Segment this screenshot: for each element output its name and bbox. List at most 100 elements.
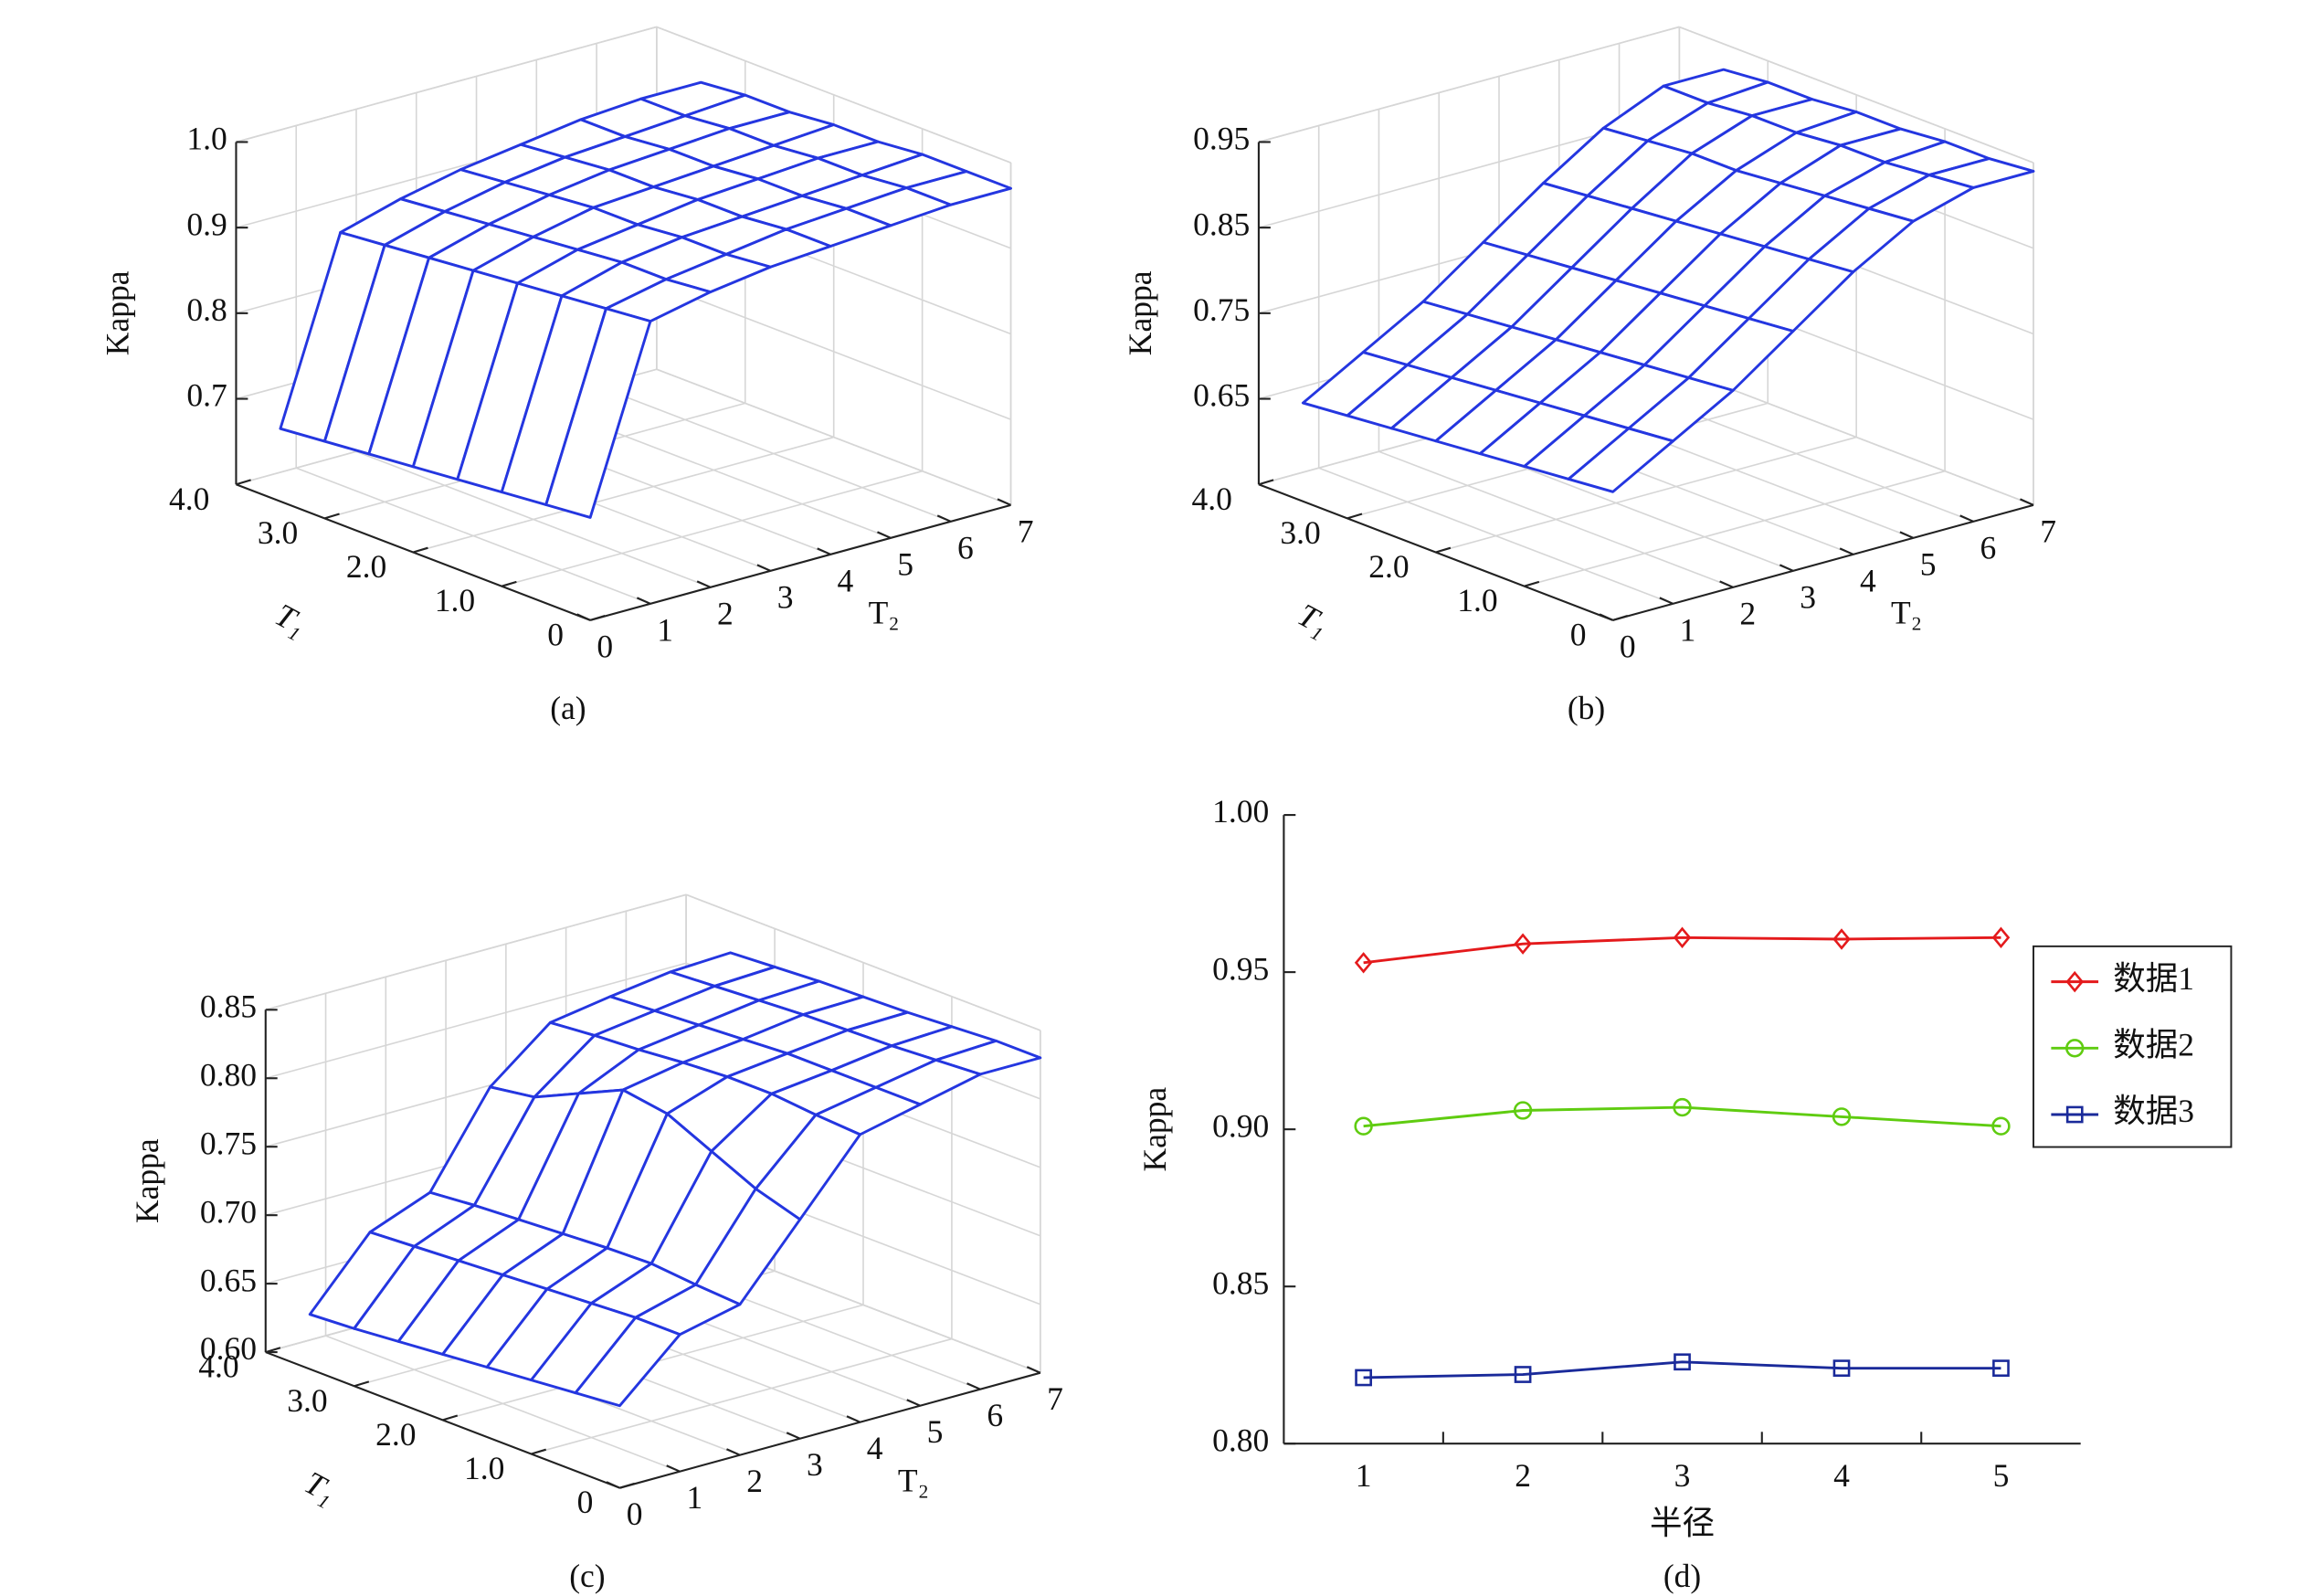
- t2-tick-label: 6: [957, 529, 974, 565]
- z-axis-label: Kappa: [100, 270, 136, 355]
- t1-tick-label: 3.0: [287, 1382, 327, 1419]
- legend-label: 数据3: [2113, 1093, 2194, 1129]
- marker: [1673, 1097, 1692, 1117]
- t1-tick-label: 1.0: [1457, 582, 1497, 618]
- t1-tick-label: 3.0: [1280, 514, 1320, 551]
- marker: [1832, 1359, 1851, 1378]
- t2-tick-label: 5: [927, 1413, 944, 1450]
- tick-mark: [666, 1464, 681, 1473]
- t1-axis-label: T₁: [269, 597, 312, 642]
- y-axis-label: Kappa: [1136, 1087, 1173, 1172]
- t2-tick-label: 4: [838, 562, 854, 598]
- t2-tick-label: 2: [746, 1463, 763, 1499]
- t2-tick-label: 6: [987, 1397, 1003, 1433]
- t1-tick-label: 2.0: [1368, 548, 1409, 585]
- marker: [1354, 952, 1373, 974]
- marker: [1832, 1107, 1852, 1126]
- tick-mark: [1026, 1366, 1041, 1374]
- t2-axis-label: T₂: [898, 1462, 929, 1498]
- tick-mark: [1659, 597, 1674, 605]
- t1-axis: [1258, 483, 1613, 621]
- marker: [1673, 926, 1692, 948]
- y-tick-label: 1.00: [1212, 793, 1269, 830]
- t2-axis-label: T₂: [1891, 594, 1922, 630]
- tick-mark: [442, 1414, 459, 1422]
- tick-mark: [1839, 547, 1854, 555]
- grid-line: [596, 385, 952, 523]
- t2-tick-label: 7: [1018, 513, 1034, 549]
- tick-mark: [1779, 564, 1794, 572]
- t1-tick-label: 4.0: [169, 481, 209, 517]
- t1-tick-label: 0: [1570, 616, 1587, 652]
- tick-mark: [1346, 513, 1363, 520]
- legend-label: 数据2: [2113, 1026, 2194, 1062]
- marker: [1513, 1101, 1533, 1120]
- tick-mark: [786, 1432, 801, 1440]
- tick-mark: [413, 546, 428, 554]
- caption: (d): [1663, 1558, 1701, 1594]
- x-tick-label: 3: [1674, 1457, 1691, 1494]
- series-line: [1363, 1105, 2001, 1128]
- x-tick-label: 5: [1993, 1457, 2010, 1494]
- z-tick-label: 0.8: [186, 291, 227, 328]
- marker: [1355, 1369, 1372, 1387]
- t1-tick-label: 2.0: [375, 1416, 416, 1453]
- z-tick-label: 0.75: [200, 1125, 257, 1161]
- grid-line: [295, 467, 651, 605]
- z-tick-label: 0.7: [186, 377, 227, 414]
- grid-line: [236, 26, 658, 143]
- series-line: [1363, 935, 2001, 965]
- y-tick-label: 0.95: [1212, 950, 1269, 987]
- grid-line: [502, 470, 923, 587]
- grid-line: [325, 1335, 681, 1473]
- tick-mark: [846, 1415, 861, 1423]
- marker: [1514, 933, 1532, 955]
- grid-line: [1435, 436, 1857, 554]
- tick-mark: [877, 531, 892, 539]
- t2-axis: [619, 1371, 1041, 1489]
- grid-line: [1679, 368, 2034, 506]
- t1-axis-label: T₁: [1292, 597, 1335, 642]
- t2-axis-label: T₂: [869, 594, 900, 630]
- marker: [2065, 1039, 2085, 1058]
- marker: [1992, 1359, 2010, 1378]
- tick-mark: [817, 547, 831, 555]
- tick-mark: [2020, 498, 2034, 506]
- t1-axis-label: T₁: [299, 1464, 342, 1509]
- t2-tick-label: 5: [897, 545, 913, 582]
- z-axis-label: Kappa: [1122, 270, 1158, 355]
- marker: [1991, 926, 2011, 948]
- tick-mark: [1258, 479, 1274, 486]
- tick-mark: [324, 513, 340, 520]
- t2-axis: [589, 503, 1011, 621]
- tick-mark: [1899, 531, 1914, 539]
- surface-cell: [574, 1316, 681, 1408]
- t2-tick-label: 2: [717, 595, 734, 631]
- tick-mark: [726, 1448, 741, 1456]
- z-tick-label: 0.85: [200, 988, 257, 1024]
- t2-tick-label: 4: [1860, 562, 1876, 598]
- grid-line: [1318, 467, 1674, 605]
- tick-mark: [501, 580, 517, 587]
- x-tick-label: 4: [1833, 1457, 1850, 1494]
- tick-mark: [236, 479, 251, 486]
- t1-tick-label: 1.0: [464, 1450, 504, 1486]
- z-tick-label: 0.65: [200, 1262, 257, 1298]
- z-tick-label: 0.75: [1193, 291, 1250, 328]
- z-tick-label: 0.85: [1193, 206, 1250, 242]
- t1-tick-label: 0: [577, 1484, 594, 1520]
- grid-line: [656, 368, 1011, 506]
- t2-tick-label: 0: [627, 1496, 643, 1532]
- grid-line: [1378, 450, 1734, 588]
- tick-mark: [936, 514, 952, 523]
- z-axis-label: Kappa: [129, 1138, 165, 1223]
- t2-tick-label: 1: [1680, 611, 1696, 648]
- marker: [2065, 1105, 2084, 1124]
- tick-mark: [265, 1347, 281, 1354]
- tick-mark: [354, 1380, 370, 1388]
- t2-tick-label: 1: [657, 611, 673, 648]
- x-tick-label: 2: [1515, 1457, 1531, 1494]
- tick-mark: [696, 580, 712, 588]
- z-tick-label: 0.70: [200, 1193, 257, 1230]
- z-tick-label: 0.95: [1193, 121, 1250, 157]
